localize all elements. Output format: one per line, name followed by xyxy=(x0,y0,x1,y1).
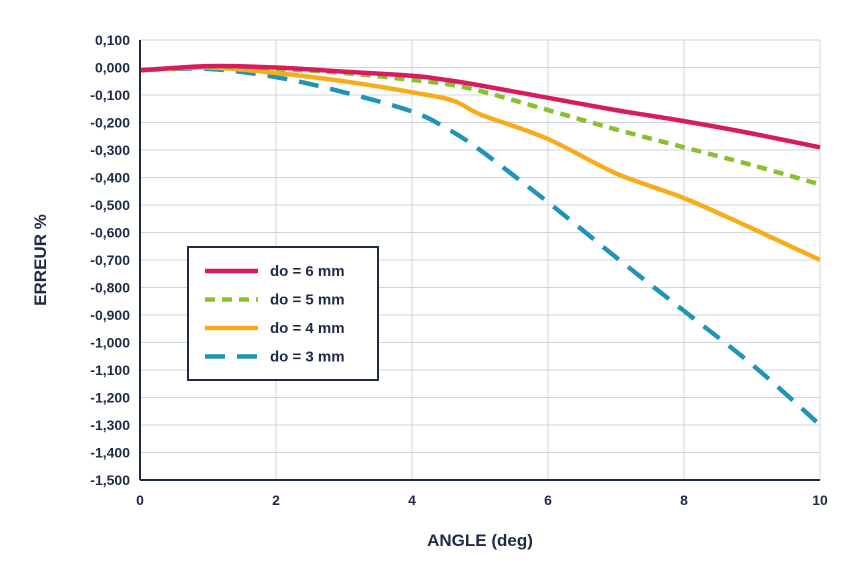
tick-labels: 0,100 0,000 -0,100 -0,200 -0,300 -0,400 -0,500… xyxy=(90,32,828,508)
x-tick-label: 6 xyxy=(544,492,552,508)
x-tick-label: 0 xyxy=(136,492,144,508)
y-tick-label: -1,300 xyxy=(90,417,130,433)
y-axis-title: ERREUR % xyxy=(31,214,50,306)
y-tick-label: -0,600 xyxy=(90,225,130,241)
series-line-do-4-mm xyxy=(139,65,821,263)
y-tick-label: -0,700 xyxy=(90,252,130,268)
y-tick-label: -1,500 xyxy=(90,472,130,488)
y-tick-label: -1,100 xyxy=(90,362,130,378)
y-tick-label: -0,400 xyxy=(90,170,130,186)
x-tick-label: 10 xyxy=(812,492,828,508)
series-lines xyxy=(139,63,822,427)
y-tick-label: -1,000 xyxy=(90,335,130,351)
x-tick-label: 4 xyxy=(408,492,416,508)
y-tick-label: -0,900 xyxy=(90,307,130,323)
y-tick-label: -0,500 xyxy=(90,197,130,213)
x-tick-label: 8 xyxy=(680,492,688,508)
axes xyxy=(139,40,820,481)
y-tick-label: -0,200 xyxy=(90,115,130,131)
x-axis-title: ANGLE (deg) xyxy=(427,531,533,550)
x-tick-label: 2 xyxy=(272,492,280,508)
legend: do = 6 mm do = 5 mm do = 4 mm do = 3 mm xyxy=(187,246,379,381)
y-tick-label: 0,000 xyxy=(95,60,130,76)
legend-label: do = 6 mm xyxy=(270,263,345,280)
y-tick-label: -1,400 xyxy=(90,445,130,461)
y-tick-label: -0,100 xyxy=(90,87,130,103)
legend-label: do = 3 mm xyxy=(270,349,345,366)
y-tick-label: 0,100 xyxy=(95,32,130,48)
y-tick-label: -1,200 xyxy=(90,390,130,406)
legend-label: do = 4 mm xyxy=(270,320,345,337)
y-tick-label: -0,300 xyxy=(90,142,130,158)
legend-label: do = 5 mm xyxy=(270,292,345,309)
series-line-do-3-mm xyxy=(139,66,822,427)
series-line-do-6-mm xyxy=(139,63,821,150)
y-tick-label: -0,800 xyxy=(90,280,130,296)
